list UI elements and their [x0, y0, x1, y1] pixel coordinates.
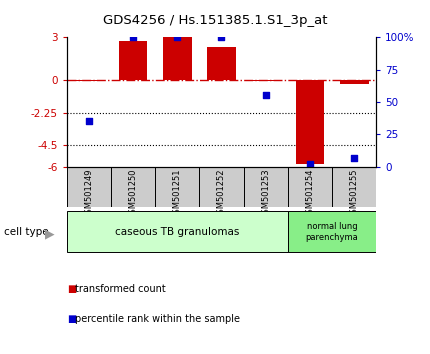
Text: GSM501249: GSM501249: [84, 169, 93, 219]
Bar: [295, 80, 324, 164]
Text: percentile rank within the sample: percentile rank within the sample: [75, 314, 240, 324]
Text: GSM501254: GSM501254: [305, 169, 314, 219]
Text: ▶: ▶: [45, 227, 55, 240]
Bar: [155, 167, 200, 207]
Text: caseous TB granulomas: caseous TB granulomas: [115, 227, 240, 237]
Point: [218, 34, 225, 40]
Text: cell type: cell type: [4, 227, 49, 237]
Bar: [111, 167, 155, 207]
Text: GSM501251: GSM501251: [173, 169, 182, 219]
Bar: [200, 167, 243, 207]
Text: GSM501252: GSM501252: [217, 169, 226, 219]
Text: GDS4256 / Hs.151385.1.S1_3p_at: GDS4256 / Hs.151385.1.S1_3p_at: [103, 14, 327, 27]
Point: [262, 93, 269, 98]
Text: ■: ■: [67, 284, 76, 293]
Point: [129, 34, 136, 40]
Bar: [243, 167, 288, 207]
Bar: [332, 167, 376, 207]
Point: [174, 34, 181, 40]
Bar: [67, 167, 111, 207]
Point: [85, 119, 92, 124]
Bar: [119, 41, 147, 80]
Bar: [207, 47, 236, 80]
Bar: [67, 211, 288, 252]
Text: GSM501255: GSM501255: [350, 169, 359, 219]
Text: ■: ■: [67, 314, 76, 324]
Bar: [340, 80, 369, 84]
Text: GSM501250: GSM501250: [129, 169, 138, 219]
Text: GSM501253: GSM501253: [261, 169, 270, 219]
Bar: [163, 37, 192, 80]
Bar: [288, 167, 332, 207]
Bar: [74, 80, 103, 81]
Bar: [251, 80, 280, 81]
Bar: [288, 211, 376, 252]
Point: [351, 155, 358, 160]
Point: [307, 161, 313, 167]
Text: transformed count: transformed count: [75, 284, 166, 293]
Text: normal lung
parenchyma: normal lung parenchyma: [306, 222, 358, 241]
